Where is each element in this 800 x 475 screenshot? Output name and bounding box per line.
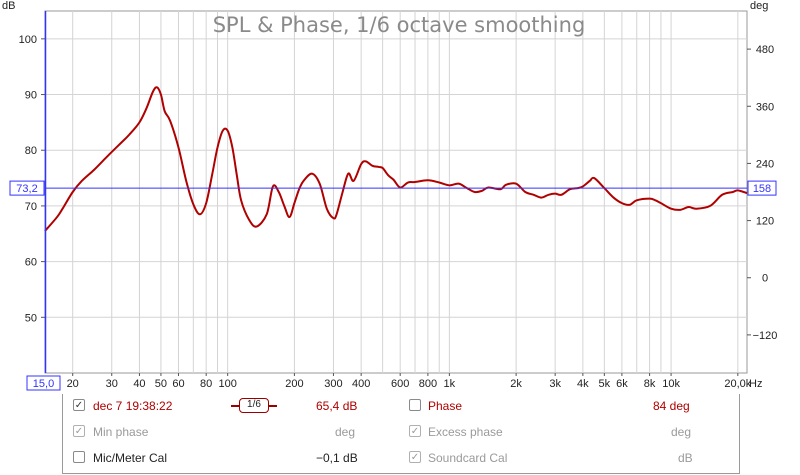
cursor-layer: 73,2 158 15,0 — [9, 11, 777, 391]
soundcard-cal-unit: dB — [678, 451, 693, 465]
right-axis-unit: deg — [750, 0, 768, 12]
y-tick-label-left: 70 — [25, 201, 37, 213]
y-tick-label-left: 80 — [25, 145, 37, 157]
soundcard-cal-checkbox[interactable]: ✓ — [409, 451, 421, 463]
min-phase-label: Min phase — [93, 425, 149, 439]
smoothing-indicator[interactable]: 1/6 — [239, 398, 269, 413]
y-tick-label-left: 90 — [25, 90, 37, 102]
y-tick-label-left: 100 — [19, 34, 37, 46]
y-tick-label-left: 50 — [25, 312, 37, 324]
y-tick-label-right: 240 — [756, 158, 774, 170]
x-tick-label: 600 — [391, 378, 409, 390]
x-tick-label: 400 — [352, 378, 370, 390]
x-tick-label: 800 — [419, 378, 437, 390]
y-tick-label-right: 0 — [762, 273, 768, 285]
x-tick-label: 80 — [200, 378, 212, 390]
excess-phase-checkbox[interactable]: ✓ — [409, 425, 421, 437]
x-tick-label: 1k — [444, 378, 456, 390]
x-tick-label: 50 — [155, 378, 167, 390]
x-tick-label: 8k — [644, 378, 656, 390]
excess-phase-unit: deg — [671, 425, 692, 439]
chart-title: SPL & Phase, 1/6 octave smoothing — [213, 13, 586, 37]
x-tick-label: 3k — [549, 378, 561, 390]
x-tick-label: 300 — [324, 378, 342, 390]
series-layer — [44, 86, 748, 232]
legend-row-mic-cal: Mic/Meter Cal −0,1 dB ✓ Soundcard Cal dB — [63, 446, 739, 470]
mic-cal-value: −0,1 dB — [316, 451, 358, 465]
excess-phase-label: Excess phase — [428, 425, 503, 439]
min-phase-checkbox[interactable]: ✓ — [73, 425, 85, 437]
phase-value: 84 deg — [653, 399, 690, 413]
y-tick-label-right: −120 — [753, 330, 778, 342]
x-tick-label: 10k — [662, 378, 680, 390]
mic-cal-checkbox[interactable] — [73, 451, 85, 463]
cursor-y-label: 73,2 — [16, 183, 37, 195]
y-tick-label-right: 120 — [756, 216, 774, 228]
x-tick-label: 100 — [218, 378, 236, 390]
x-tick-label: 20,0k — [724, 378, 751, 390]
measurement-checkbox[interactable]: ✓ — [73, 399, 85, 411]
x-tick-label: 20 — [67, 378, 79, 390]
smoothing-line-left — [231, 405, 239, 407]
measurement-name: dec 7 19:38:22 — [93, 399, 173, 413]
cursor-right-label: 158 — [753, 183, 771, 195]
min-phase-unit: deg — [335, 425, 356, 439]
plot-background — [44, 10, 748, 374]
x-tick-label: 60 — [172, 378, 184, 390]
cursor-y-label-box — [9, 180, 45, 196]
mic-cal-label: Mic/Meter Cal — [93, 451, 168, 465]
phase-checkbox[interactable] — [409, 399, 421, 411]
phase-label: Phase — [428, 399, 463, 413]
x-tick-label: 6k — [616, 378, 628, 390]
x-tick-label: 4k — [577, 378, 589, 390]
cursor-right-label-box — [747, 180, 777, 196]
spl-series-line — [44, 86, 748, 232]
y-tick-label-right: 360 — [756, 101, 774, 113]
grid-layer — [45, 11, 747, 373]
x-tick-label: 40 — [133, 378, 145, 390]
smoothing-line-right — [269, 405, 277, 407]
x-tick-label: 2k — [510, 378, 522, 390]
cursor-x-label: 15,0 — [33, 378, 54, 390]
spl-phase-chart[interactable]: 20 30 40 50 60 80 100 200 300 400 600 800 1k 2k 3k 4k 5k… — [0, 0, 800, 395]
legend-row-measurement: ✓ dec 7 19:38:22 1/6 65,4 dB Phase 84 de… — [63, 394, 739, 418]
legend-panel: ✓ dec 7 19:38:22 1/6 65,4 dB Phase 84 de… — [62, 394, 740, 474]
x-axis-unit: Hz — [749, 378, 762, 390]
x-tick-label: 5k — [599, 378, 611, 390]
tick-layer: 20 30 40 50 60 80 100 200 300 400 600 800 1k 2k 3k 4k 5k… — [19, 34, 778, 390]
x-tick-label: 30 — [106, 378, 118, 390]
x-tick-label: 200 — [285, 378, 303, 390]
legend-row-min-phase: ✓ Min phase deg ✓ Excess phase deg — [63, 420, 739, 444]
left-axis-unit: dB — [2, 0, 15, 12]
y-tick-label-right: 480 — [756, 44, 774, 56]
y-tick-label-left: 60 — [25, 257, 37, 269]
soundcard-cal-label: Soundcard Cal — [428, 451, 508, 465]
cursor-x-label-box — [26, 375, 61, 391]
measurement-value: 65,4 dB — [316, 399, 358, 413]
